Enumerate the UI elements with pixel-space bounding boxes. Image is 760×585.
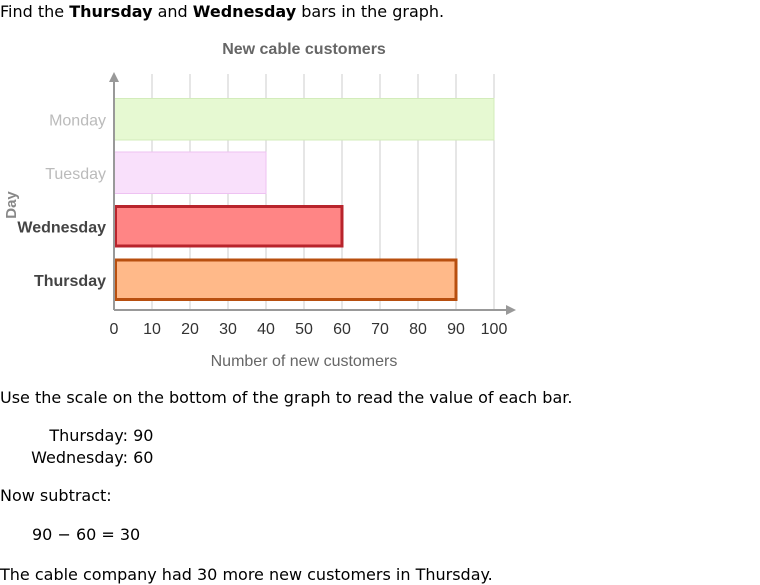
x-tick-label: 60: [333, 321, 351, 338]
intro-bold-thursday: Thursday: [69, 2, 153, 21]
chart-labels: Monday Tuesday Wednesday Thursday 0 10 20 30 40 5…: [3, 41, 507, 370]
chart-title: New cable customers: [222, 41, 386, 58]
x-tick-label: 90: [447, 321, 465, 338]
x-tick-label: 30: [219, 321, 237, 338]
bar-wednesday: [114, 205, 344, 248]
value-label: Thursday:: [49, 426, 128, 445]
category-label: Thursday: [34, 273, 106, 290]
x-tick-label: 50: [295, 321, 313, 338]
subtract-instruction: Now subtract:: [0, 486, 112, 505]
scale-instruction: Use the scale on the bottom of the graph…: [0, 388, 573, 407]
x-tick-label: 20: [181, 321, 199, 338]
value-row-wednesday: Wednesday: 60: [0, 448, 153, 468]
chart-axes: [109, 72, 516, 315]
category-label: Wednesday: [17, 219, 106, 236]
x-tick-label: 0: [110, 321, 119, 338]
intro-text: Find the Thursday and Wednesday bars in …: [0, 2, 445, 21]
value-row-thursday: Thursday: 90: [0, 426, 153, 446]
conclusion-text: The cable company had 30 more new custom…: [0, 565, 493, 584]
value-number: 90: [133, 426, 154, 445]
x-tick-label: 100: [481, 321, 508, 338]
category-label: Tuesday: [45, 166, 106, 183]
intro-bold-wednesday: Wednesday: [192, 2, 297, 21]
bar-tuesday: [114, 151, 267, 194]
x-axis-label: Number of new customers: [211, 353, 398, 370]
bar-chart: Monday Tuesday Wednesday Thursday 0 10 20 30 40 5…: [3, 41, 516, 370]
equation: 90 − 60 = 30: [32, 525, 141, 544]
bar-thursday: [114, 258, 458, 301]
bar-monday: [114, 98, 495, 141]
x-tick-label: 10: [143, 321, 161, 338]
category-label: Monday: [49, 112, 106, 129]
y-axis-arrow-icon: [109, 72, 119, 82]
value-label: Wednesday:: [31, 448, 128, 467]
value-number: 60: [133, 448, 154, 467]
x-axis-arrow-icon: [506, 305, 516, 315]
chart-bars: [114, 98, 495, 301]
x-tick-label: 70: [371, 321, 389, 338]
x-tick-label: 40: [257, 321, 275, 338]
y-axis-label: Day: [3, 191, 20, 219]
x-tick-label: 80: [409, 321, 427, 338]
